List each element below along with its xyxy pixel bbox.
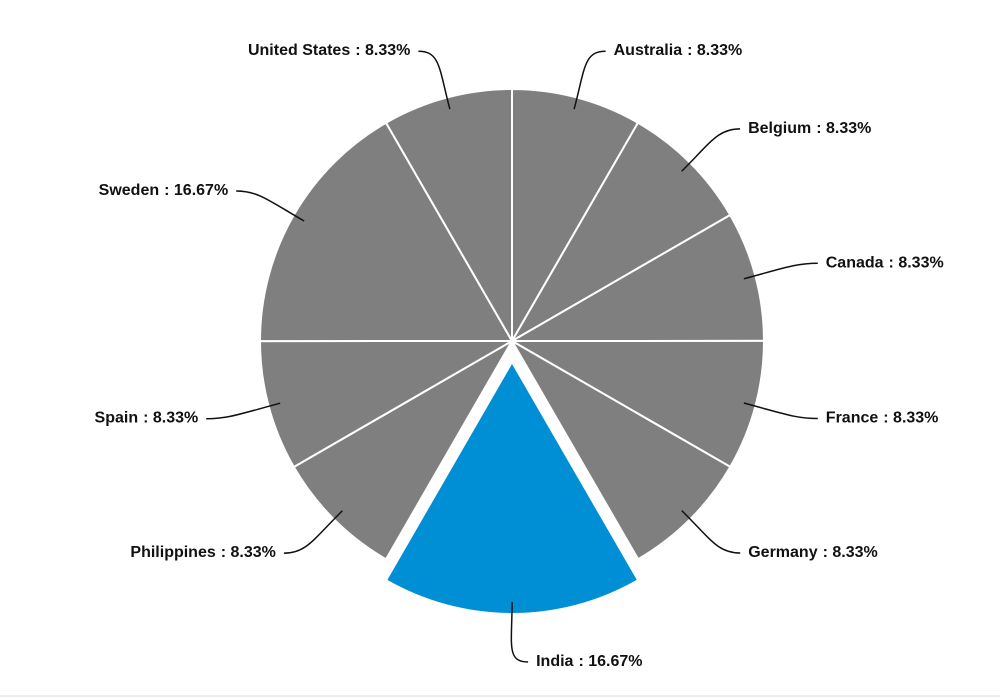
label-category: India: [536, 653, 573, 670]
data-label: France: 8.33%: [826, 410, 939, 427]
data-label: Spain: 8.33%: [95, 410, 199, 427]
data-label: Belgium : 8.33%: [748, 120, 871, 137]
label-category: Spain: [95, 410, 139, 427]
label-value: : 8.33%: [816, 120, 871, 137]
leader-line: [573, 50, 606, 110]
label-value: : 8.33%: [143, 410, 198, 427]
label-category: Sweden: [99, 182, 159, 199]
label-category: France: [826, 410, 879, 427]
data-label: United States : 8.33%: [248, 42, 410, 59]
data-label: Australia: 8.33%: [614, 42, 743, 59]
label-value: : 8.33%: [883, 410, 938, 427]
leader-line: [681, 510, 741, 554]
leader-line: [206, 402, 281, 420]
leader-line: [743, 262, 818, 280]
label-value: : 16.67%: [578, 653, 642, 670]
label-category: Philippines: [130, 544, 215, 561]
label-value: : 16.67%: [164, 182, 228, 199]
label-value: : 8.33%: [823, 544, 878, 561]
data-label: Philippines : 8.33%: [130, 544, 275, 561]
leader-line: [681, 128, 741, 172]
label-category: Belgium: [748, 120, 811, 137]
leader-line: [743, 402, 818, 420]
label-category: Canada: [826, 254, 884, 271]
data-label: India : 16.67%: [536, 653, 642, 670]
leader-line: [283, 510, 343, 554]
label-category: Australia: [614, 42, 683, 59]
data-label: Canada : 8.33%: [826, 254, 944, 271]
data-label: Sweden : 16.67%: [99, 182, 229, 199]
leader-line: [510, 601, 529, 663]
label-category: Germany: [748, 544, 817, 561]
label-value: : 8.33%: [889, 254, 944, 271]
label-value: : 8.33%: [687, 42, 742, 59]
label-value: : 8.33%: [221, 544, 276, 561]
leader-line: [418, 50, 451, 110]
data-label: Germany : 8.33%: [748, 544, 878, 561]
leader-line: [236, 190, 305, 222]
label-category: United States: [248, 42, 350, 59]
label-value: : 8.33%: [355, 42, 410, 59]
